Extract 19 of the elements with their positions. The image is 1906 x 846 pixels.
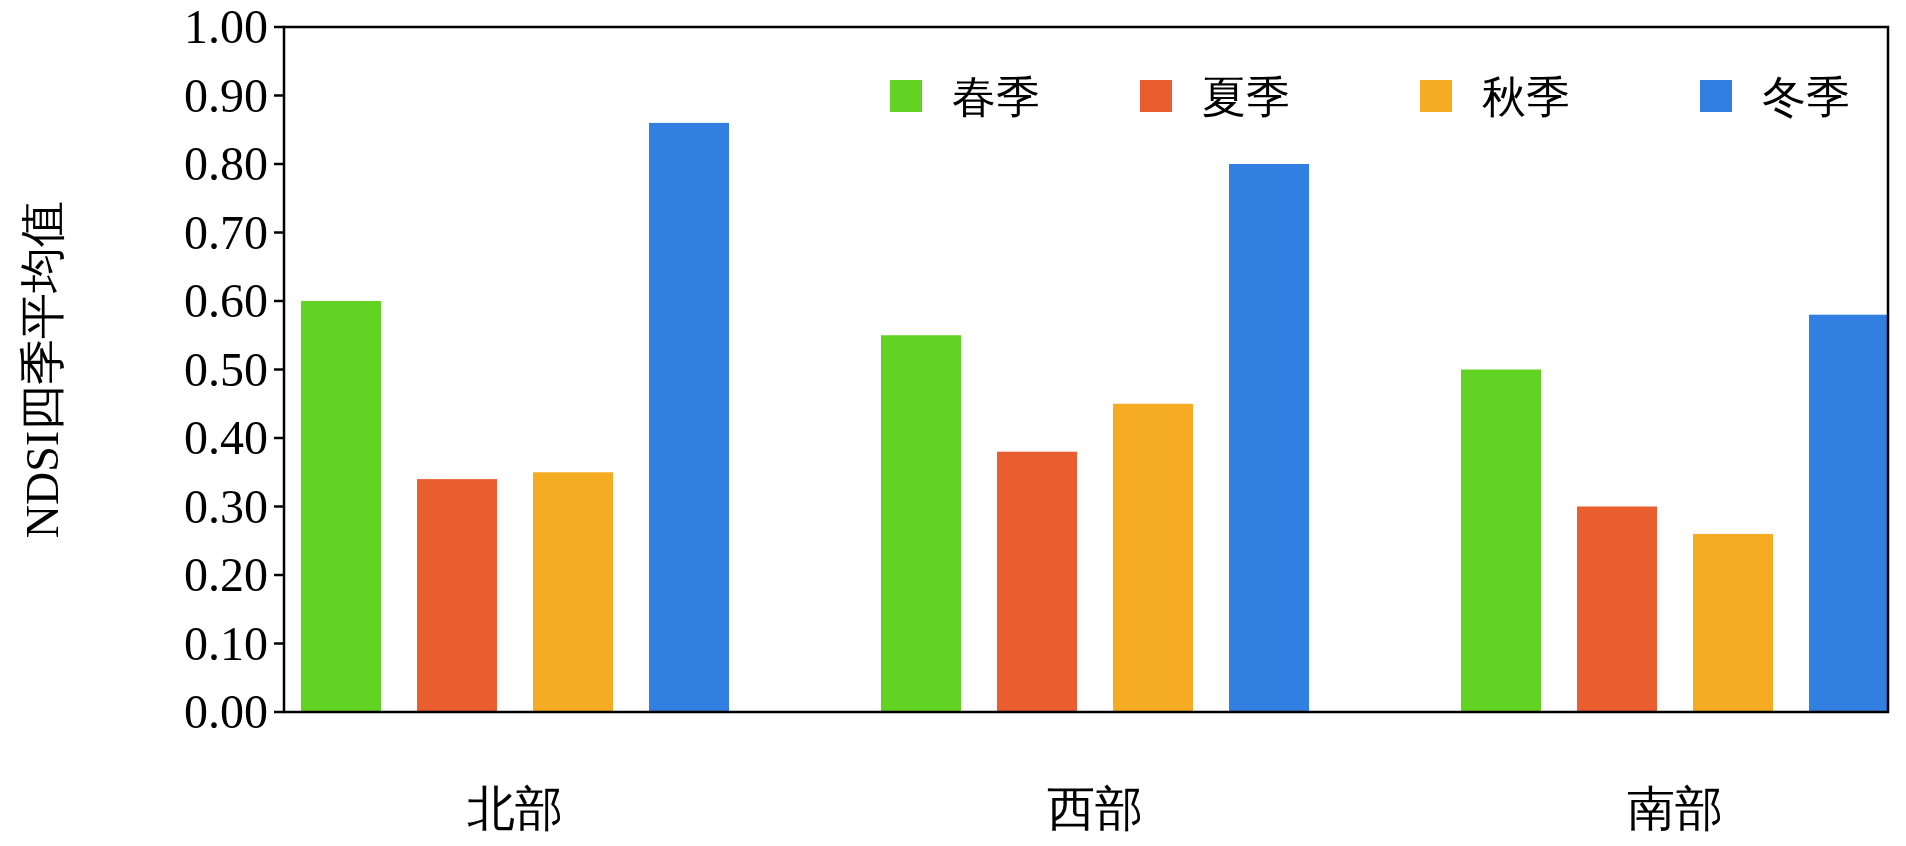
legend-label: 秋季: [1482, 73, 1570, 122]
legend-label: 冬季: [1762, 73, 1850, 122]
legend-label: 夏季: [1202, 73, 1290, 122]
y-tick-label: 0.90: [184, 68, 268, 122]
y-tick-label: 0.80: [184, 137, 268, 190]
y-tick-label: 0.20: [184, 548, 268, 601]
y-tick-label: 0.50: [184, 342, 268, 396]
legend-label: 春季: [952, 73, 1040, 122]
y-tick-label: 1.00: [184, 0, 268, 53]
y-tick-label: 0.00: [184, 685, 268, 738]
x-tick-label: 南部: [1627, 782, 1723, 835]
y-axis-title: NDSI四季平均值: [17, 200, 68, 539]
x-tick-label: 西部: [1047, 782, 1143, 835]
y-tick-label: 0.10: [184, 616, 268, 670]
y-tick-label: 0.30: [184, 479, 268, 533]
x-tick-label: 北部: [467, 782, 563, 835]
y-tick-label: 0.40: [184, 411, 268, 464]
y-tick-label: 0.60: [184, 274, 268, 327]
y-tick-label: 0.70: [184, 205, 268, 259]
